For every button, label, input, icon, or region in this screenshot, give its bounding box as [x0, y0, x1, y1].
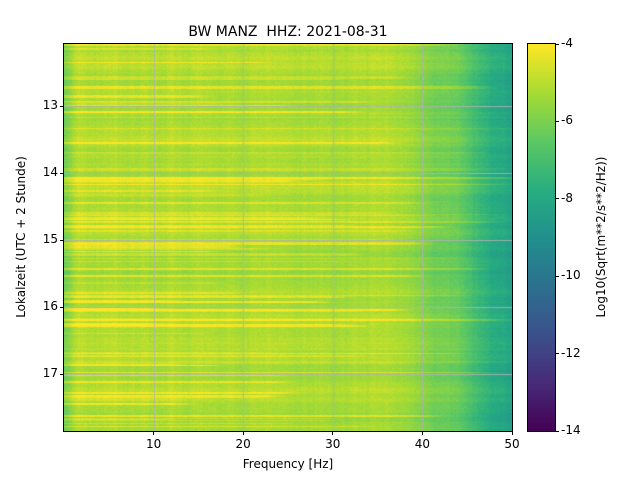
colorbar-tick-label: -14 — [561, 423, 581, 437]
x-tick-mark — [332, 431, 334, 435]
x-axis-label: Frequency [Hz] — [242, 457, 334, 471]
y-tick-label: 16 — [42, 299, 58, 314]
plot-title: BW MANZ HHZ: 2021-08-31 — [188, 24, 388, 40]
colorbar-tick-mark — [555, 120, 559, 122]
y-tick-mark — [60, 306, 64, 308]
colorbar-tick-label: -8 — [561, 190, 573, 205]
y-tick-label: 14 — [42, 165, 58, 180]
y-axis-label: Lokalzeit (UTC + 2 Stunde) — [14, 156, 28, 318]
x-tick-label: 10 — [145, 437, 162, 451]
x-tick-label: 20 — [235, 437, 251, 451]
x-tick-label: 40 — [414, 437, 431, 451]
y-tick-label: 13 — [42, 98, 58, 113]
spectrogram-heatmap — [63, 43, 513, 432]
colorbar-tick-mark — [555, 275, 559, 277]
y-tick-label: 15 — [42, 232, 58, 247]
y-tick-mark — [60, 373, 64, 375]
x-tick-mark — [421, 431, 423, 435]
colorbar-gradient — [527, 43, 556, 432]
colorbar-label: Log10(Sqrt(m**2/s**2/Hz)) — [594, 156, 608, 318]
y-tick-mark — [60, 105, 64, 107]
y-tick-mark — [60, 239, 64, 241]
colorbar-tick-mark — [555, 198, 559, 200]
x-tick-mark — [511, 431, 513, 435]
colorbar-tick-label: -6 — [561, 113, 573, 128]
x-tick-label: 30 — [325, 437, 341, 451]
y-tick-label: 17 — [42, 366, 58, 381]
x-tick-mark — [153, 431, 155, 435]
y-tick-mark — [60, 172, 64, 174]
colorbar-tick-label: -12 — [561, 345, 581, 360]
x-tick-label: 50 — [504, 437, 520, 451]
colorbar-tick-mark — [555, 43, 559, 45]
colorbar-tick-mark — [555, 430, 559, 432]
x-tick-mark — [242, 431, 244, 435]
colorbar-tick-label: -10 — [561, 268, 581, 283]
colorbar-tick-mark — [555, 353, 559, 355]
colorbar-tick-label: -4 — [561, 36, 573, 50]
